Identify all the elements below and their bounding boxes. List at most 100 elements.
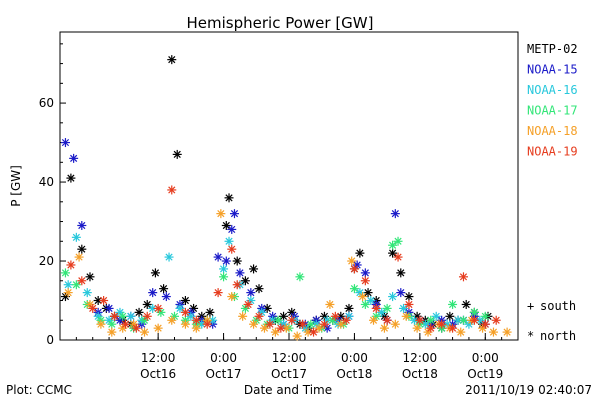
data-point: [254, 284, 264, 294]
data-point: [388, 240, 398, 250]
data-point: [71, 280, 81, 290]
plot-frame: [59, 31, 519, 341]
data-point: [107, 319, 117, 329]
data-point: [270, 327, 280, 337]
data-point: [104, 303, 114, 313]
series-noaa-18: [63, 209, 512, 341]
data-point: [186, 311, 196, 321]
footer-timestamp: 2011/10/19 02:40:07: [465, 383, 592, 397]
data-point: [167, 55, 177, 65]
y-tick-label: 20: [39, 254, 54, 268]
data-point: [377, 307, 387, 317]
data-point: [369, 315, 379, 325]
marker-legend: + south * north: [527, 299, 576, 343]
data-point: [458, 272, 468, 282]
data-point: [134, 307, 144, 317]
data-point: [227, 224, 237, 234]
chart-title: Hemispheric Power [GW]: [187, 14, 374, 32]
data-point: [358, 292, 368, 302]
data-point: [371, 303, 381, 313]
data-point: [66, 260, 76, 270]
data-point: [431, 311, 441, 321]
legend-entry-noaa-16: NOAA-16: [527, 83, 578, 97]
series-noaa-15: [60, 138, 490, 333]
data-points: [60, 55, 512, 341]
data-point: [224, 193, 234, 203]
data-point: [69, 153, 79, 163]
data-point: [167, 185, 177, 195]
legend-entry-noaa-18: NOAA-18: [527, 124, 578, 138]
data-point: [221, 220, 231, 230]
y-tick-label: 40: [39, 175, 54, 189]
data-point: [180, 319, 190, 329]
x-tick-label-date: Oct18: [336, 367, 372, 381]
data-point: [107, 327, 117, 337]
data-point: [180, 307, 190, 317]
data-point: [205, 307, 215, 317]
data-point: [161, 292, 171, 302]
data-point: [393, 252, 403, 262]
marker-label: north: [540, 329, 576, 343]
x-tick-label-time: 12:00: [272, 351, 307, 365]
data-point: [159, 284, 169, 294]
data-point: [404, 292, 414, 302]
legend: METP-02 NOAA-15 NOAA-16 NOAA-17 NOAA-18 NOAA-…: [527, 42, 578, 159]
data-point: [426, 315, 436, 325]
data-point: [292, 331, 302, 341]
data-point: [227, 244, 237, 254]
data-point: [249, 264, 259, 274]
data-point: [221, 256, 231, 266]
x-tick-label-date: Oct16: [140, 367, 176, 381]
data-point: [120, 319, 130, 329]
x-tick-label-time: 12:00: [141, 351, 176, 365]
data-point: [341, 315, 351, 325]
data-point: [352, 260, 362, 270]
data-point: [115, 307, 125, 317]
data-point: [349, 264, 359, 274]
data-point: [153, 303, 163, 313]
data-point: [469, 307, 479, 317]
data-point: [99, 296, 109, 306]
data-point: [131, 323, 141, 333]
y-tick-label: 60: [39, 96, 54, 110]
data-point: [93, 296, 103, 306]
data-point: [336, 319, 346, 329]
data-point: [126, 311, 136, 321]
legend-entry-noaa-17: NOAA-17: [527, 104, 578, 118]
data-point: [202, 319, 212, 329]
data-point: [456, 327, 466, 337]
data-point: [298, 319, 308, 329]
x-axis: 12:00 Oct16 0:00 Oct17 12:00 Oct17 0:00 Oct18 12…: [59, 333, 519, 381]
data-point: [349, 284, 359, 294]
data-point: [390, 319, 400, 329]
series-noaa-19: [66, 185, 501, 337]
data-point: [330, 311, 340, 321]
y-axis-label: P [GW]: [9, 165, 23, 207]
marker-legend-south: + south: [527, 299, 576, 313]
data-point: [426, 323, 436, 333]
data-point: [85, 272, 95, 282]
data-point: [295, 272, 305, 282]
data-point: [213, 288, 223, 298]
data-point: [363, 288, 373, 298]
data-point: [219, 264, 229, 274]
data-point: [437, 319, 447, 329]
data-point: [104, 315, 114, 325]
y-tick-label: 0: [46, 333, 54, 347]
marker-label: south: [540, 299, 576, 313]
data-point: [491, 315, 501, 325]
data-point: [238, 311, 248, 321]
data-point: [254, 311, 264, 321]
series-noaa-16: [63, 232, 485, 333]
x-tick-label-date: Oct17: [271, 367, 307, 381]
data-point: [360, 299, 370, 309]
x-axis-label: Date and Time: [244, 383, 332, 397]
y-axis: 0 20 40 60: [39, 43, 66, 347]
data-point: [77, 276, 87, 286]
legend-entry-noaa-15: NOAA-15: [527, 63, 578, 77]
x-tick-label-time: 0:00: [472, 351, 499, 365]
data-point: [235, 268, 245, 278]
data-point: [461, 299, 471, 309]
data-point: [118, 323, 128, 333]
data-point: [279, 311, 289, 321]
